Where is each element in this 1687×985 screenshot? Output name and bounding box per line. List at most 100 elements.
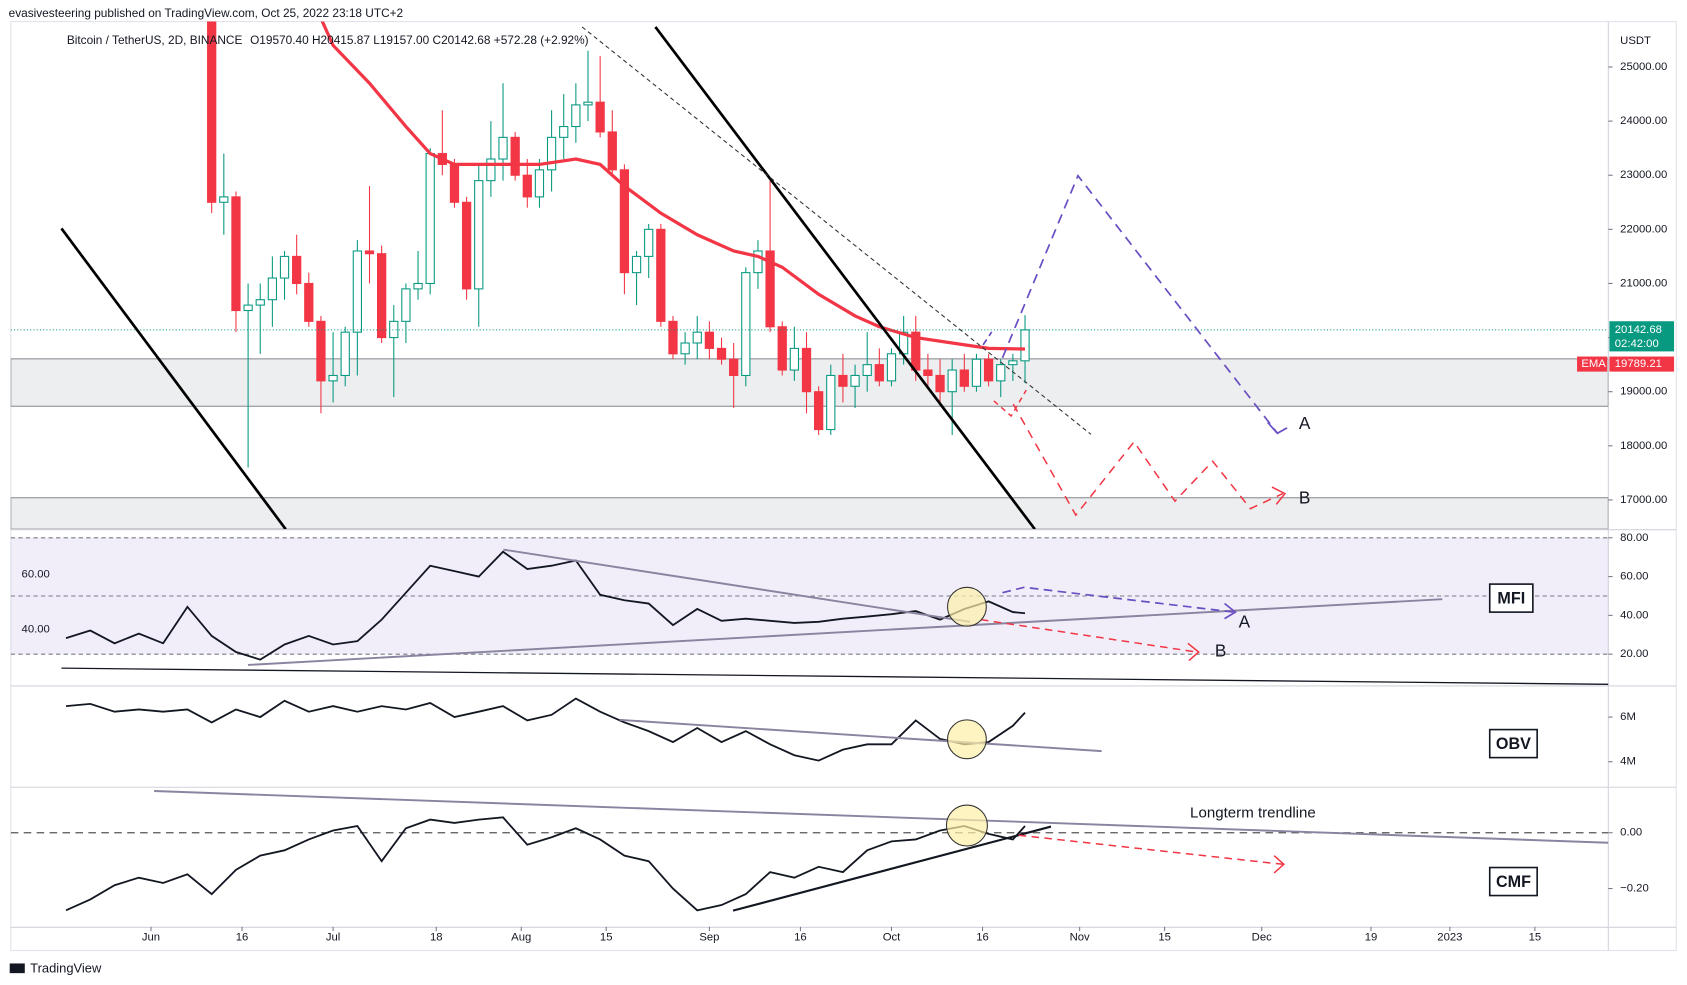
annotation: B (1215, 641, 1227, 661)
candle-body (692, 331, 702, 344)
currency: USDT (1620, 35, 1651, 47)
candle-body (425, 153, 435, 285)
ema-line (320, 21, 1026, 351)
x-tick-label: 16 (794, 932, 807, 944)
published-line: evasivesteering published on TradingView… (9, 6, 404, 20)
candle-body (352, 250, 362, 333)
annotation: B (1299, 488, 1311, 508)
logo-mark (9, 963, 25, 974)
x-tick-label: Dec (1252, 932, 1272, 944)
candle-body (340, 331, 350, 376)
y-tick-label: 60.00 (1620, 571, 1648, 583)
candle-body (219, 196, 229, 203)
chart-frame (10, 21, 1677, 952)
ema-tag (1577, 356, 1608, 372)
indicator (65, 697, 1026, 762)
candle-body (644, 228, 654, 257)
y-tick-label: 23000.00 (1620, 169, 1667, 181)
trendline (61, 667, 1609, 685)
candle-body (983, 358, 994, 382)
candle-body (571, 104, 581, 128)
x-tick-label: 15 (1158, 932, 1171, 944)
arrow-head (1273, 855, 1285, 874)
candle-body (668, 320, 678, 355)
scenario-b (1012, 403, 1284, 517)
candle-body (850, 374, 860, 387)
left-label: 60.00 (22, 568, 50, 580)
y-tick-label: 0.00 (1620, 827, 1642, 839)
candle-body (534, 169, 545, 198)
y-tick-label: 24000.00 (1620, 115, 1667, 127)
y-tick-label: 17000.00 (1620, 494, 1667, 506)
candle-body (449, 163, 460, 203)
candle-body (486, 158, 496, 182)
x-tick-label: 16 (236, 932, 249, 944)
pane-label: CMF (1496, 873, 1531, 891)
candle-body (801, 347, 812, 393)
candle-body (704, 331, 715, 349)
candle-body (971, 358, 982, 387)
trendline (60, 227, 287, 530)
price-tag (1609, 321, 1675, 352)
candle-body (510, 136, 520, 176)
drawings-mfi (61, 548, 1609, 685)
candle-body (886, 353, 897, 382)
ema-value: 19789.21 (1615, 358, 1662, 370)
candle-body (789, 347, 800, 371)
candle-body (267, 277, 278, 301)
x-tick-label: 19 (1365, 932, 1378, 944)
candle-body (765, 250, 775, 328)
candle-body (826, 374, 836, 431)
drawings-obv (619, 718, 1102, 760)
x-tick-label: Nov (1070, 932, 1090, 944)
candle-body (607, 131, 617, 171)
candle-body (461, 201, 472, 290)
x-tick-label: Jul (326, 932, 340, 944)
scenario-a (1002, 586, 1235, 613)
candle-body (729, 358, 739, 376)
candle-body (559, 125, 569, 138)
candle-body (474, 180, 484, 290)
candle-body (656, 228, 666, 322)
scenario-b (1018, 834, 1283, 866)
candle-body (874, 364, 884, 382)
scenario-b (980, 618, 1197, 653)
candle-body (947, 369, 957, 393)
left-label: 40.00 (22, 623, 50, 635)
trendline (654, 26, 1036, 530)
indicator-line (65, 697, 1026, 762)
trendline (247, 598, 1443, 666)
indicator (10, 816, 1609, 912)
y-tick-label: 80.00 (1620, 532, 1648, 544)
arrow-head (1271, 486, 1287, 505)
countdown: 02:42:00 (1615, 338, 1659, 350)
pane-label: OBV (1496, 735, 1531, 753)
annotation: A (1299, 413, 1311, 433)
trendline (619, 718, 1102, 753)
candle-body (364, 250, 375, 255)
trendline-dashed (581, 26, 1092, 435)
candle-body (546, 136, 557, 171)
candle-body (279, 255, 290, 279)
annotation: A (1239, 611, 1251, 631)
label-box (1488, 866, 1538, 897)
candle-body (631, 255, 642, 274)
arrow-head (1267, 421, 1288, 435)
scenario-b (993, 389, 1027, 418)
x-tick-label: 15 (1529, 932, 1542, 944)
trendline (503, 548, 971, 623)
candle-body (522, 174, 532, 198)
candle-body (498, 136, 508, 160)
highlight-circle (946, 719, 987, 760)
x-tick-label: 2023 (1437, 932, 1462, 944)
ema-value-tag (1609, 356, 1675, 372)
indicator-line (65, 816, 1026, 912)
candle-body (1020, 329, 1030, 362)
candle-body (316, 320, 326, 382)
candle-body (401, 288, 411, 322)
highlight-circle (945, 804, 988, 847)
ema-name: EMA (1581, 358, 1606, 370)
arrow-head (1187, 642, 1200, 662)
